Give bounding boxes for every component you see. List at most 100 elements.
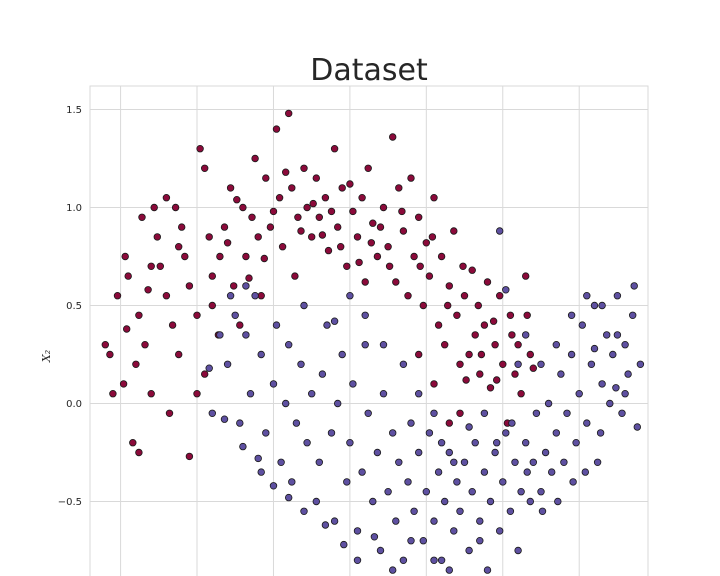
data-point-class-1 (269, 380, 278, 388)
data-point-class-0 (358, 193, 366, 202)
data-point-class-1 (361, 311, 369, 319)
data-point-class-0 (205, 233, 213, 241)
data-point-class-0 (269, 207, 278, 216)
data-point-class-1 (450, 527, 458, 535)
data-point-class-0 (321, 193, 330, 202)
data-point-class-0 (349, 207, 357, 216)
data-point-class-0 (262, 174, 270, 182)
data-point-class-0 (245, 274, 253, 282)
data-point-class-0 (141, 341, 149, 349)
data-point-class-1 (297, 360, 305, 368)
data-point-class-0 (425, 272, 434, 280)
data-point-class-1 (437, 556, 446, 564)
data-point-class-0 (407, 174, 415, 182)
data-point-class-1 (621, 341, 629, 349)
data-point-class-0 (379, 203, 388, 212)
y-tick-label: 1.0 (66, 203, 82, 214)
data-point-class-1 (346, 292, 354, 300)
data-point-class-0 (208, 301, 216, 310)
grid-lines (90, 86, 648, 576)
data-point-class-0 (361, 278, 369, 286)
data-point-class-1 (223, 360, 232, 368)
data-point-class-0 (303, 203, 311, 212)
data-point-class-0 (216, 252, 224, 261)
data-point-class-0 (327, 207, 336, 216)
data-point-class-0 (132, 360, 140, 368)
data-point-class-0 (229, 282, 238, 290)
data-point-class-1 (343, 478, 351, 486)
y-tick-label: 1.5 (66, 105, 82, 116)
data-point-class-1 (410, 507, 418, 515)
data-point-class-1 (598, 380, 606, 388)
data-point-class-1 (361, 341, 369, 349)
data-point-class-1 (587, 360, 596, 368)
data-point-class-0 (242, 252, 250, 261)
data-point-class-1 (422, 488, 430, 496)
data-point-class-0 (200, 164, 209, 172)
data-point-class-0 (398, 207, 406, 216)
data-point-class-1 (318, 370, 327, 378)
data-point-class-0 (522, 272, 530, 280)
data-point-class-1 (476, 517, 484, 525)
data-point-class-1 (618, 409, 626, 417)
data-point-class-0 (121, 252, 129, 261)
data-point-class-0 (456, 409, 464, 417)
data-point-class-1 (239, 442, 247, 451)
data-point-class-1 (468, 488, 476, 496)
data-point-class-0 (248, 213, 256, 221)
data-point-class-1 (480, 409, 489, 417)
data-point-class-0 (465, 350, 473, 359)
data-point-class-1 (389, 429, 397, 437)
data-point-class-1 (353, 556, 362, 564)
data-point-class-0 (477, 350, 486, 359)
data-point-class-1 (300, 507, 308, 515)
data-point-class-1 (236, 419, 244, 427)
data-point-class-0 (220, 223, 229, 231)
data-point-class-0 (144, 286, 152, 294)
data-point-class-1 (629, 311, 637, 319)
data-point-class-0 (181, 252, 189, 261)
data-point-class-0 (355, 258, 363, 267)
data-point-class-0 (334, 223, 342, 231)
y-axis-label: X₂ (40, 350, 53, 363)
data-point-class-1 (465, 423, 473, 431)
data-point-class-0 (338, 184, 346, 192)
data-point-class-0 (150, 203, 158, 212)
data-point-class-1 (613, 292, 622, 300)
data-point-class-0 (147, 390, 155, 398)
data-point-class-1 (323, 321, 331, 329)
data-point-class-0 (422, 239, 430, 247)
data-point-class-1 (606, 399, 614, 408)
data-point-class-1 (430, 409, 438, 417)
data-point-class-1 (476, 537, 484, 545)
data-point-class-0 (471, 331, 479, 339)
y-tick-label: 0.5 (66, 301, 82, 312)
data-point-class-1 (364, 409, 372, 417)
data-point-class-0 (499, 360, 507, 368)
y-tick-labels: −0.5 0.0 0.5 1.0 1.5 (58, 105, 82, 508)
data-point-class-0 (506, 311, 515, 319)
data-point-class-1 (404, 478, 412, 486)
data-point-class-0 (171, 203, 180, 212)
data-point-class-1 (517, 488, 525, 496)
data-point-class-1 (590, 344, 599, 353)
data-point-class-1 (480, 468, 489, 476)
data-point-class-1 (208, 409, 216, 417)
data-point-class-0 (491, 341, 499, 349)
data-point-class-1 (338, 350, 346, 359)
data-point-class-1 (537, 360, 545, 368)
data-point-class-1 (445, 448, 453, 457)
data-point-class-0 (369, 219, 377, 227)
data-point-class-0 (483, 278, 492, 286)
data-point-class-1 (590, 301, 599, 310)
data-point-class-1 (303, 439, 311, 447)
data-point-class-1 (399, 360, 408, 368)
data-point-class-0 (300, 164, 308, 172)
data-point-class-1 (399, 556, 408, 564)
data-point-class-0 (389, 133, 397, 141)
data-point-class-0 (129, 439, 137, 447)
data-point-class-0 (462, 376, 470, 384)
data-point-class-1 (437, 439, 446, 447)
data-point-class-0 (226, 184, 235, 192)
